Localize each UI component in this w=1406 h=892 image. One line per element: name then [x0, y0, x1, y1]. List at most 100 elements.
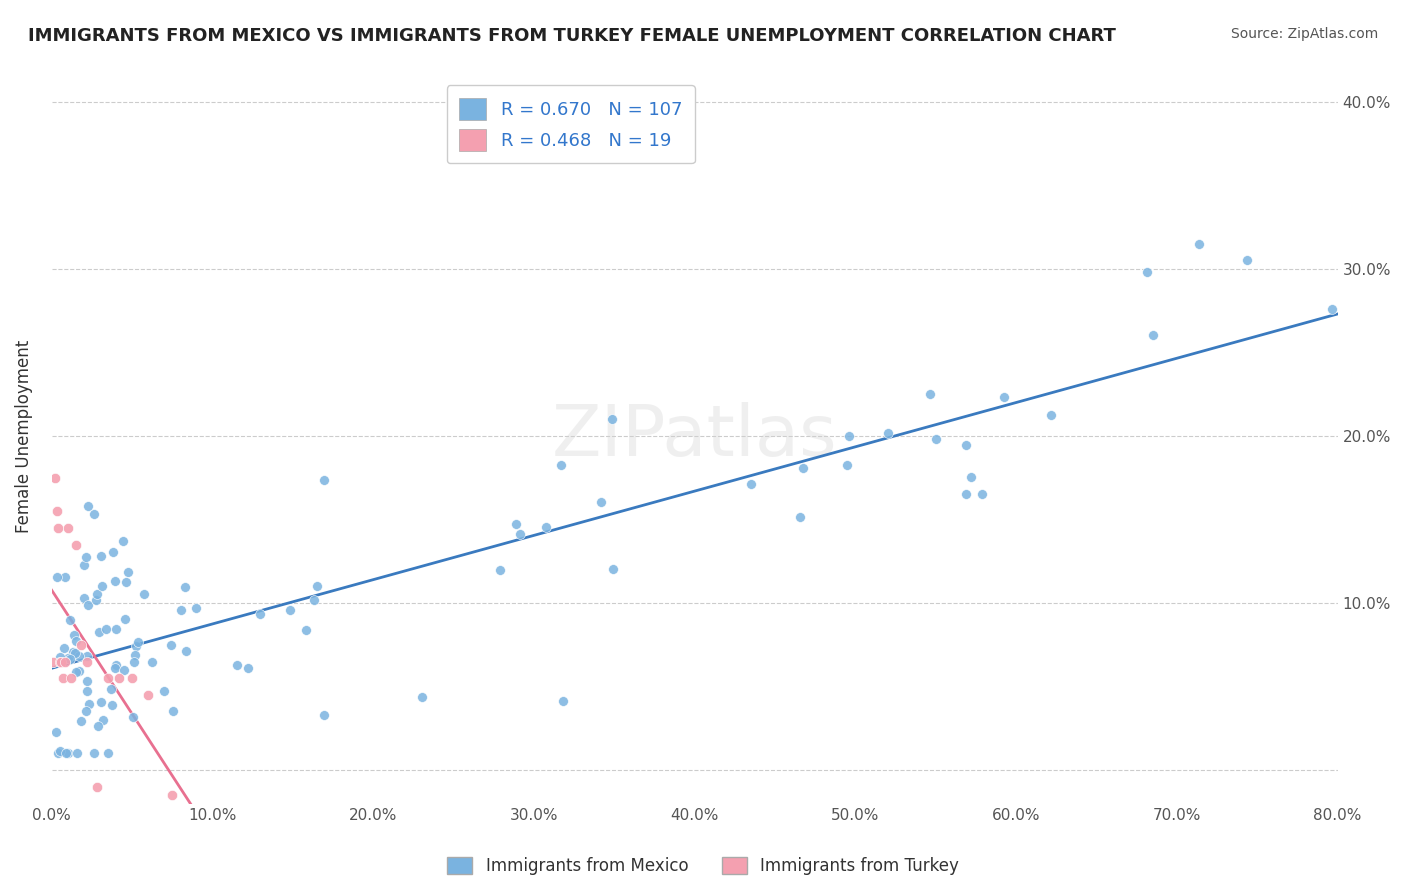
Point — [159, 638, 181, 652]
Point — [60, 671, 83, 685]
Point — [918, 386, 941, 401]
Point — [46, 570, 69, 584]
Point — [65, 665, 87, 679]
Point — [993, 390, 1015, 404]
Point — [509, 527, 531, 541]
Point — [49, 655, 72, 669]
Point — [117, 565, 139, 579]
Point — [505, 517, 527, 532]
Point — [59, 613, 82, 627]
Point — [136, 688, 159, 702]
Point — [58, 747, 80, 761]
Point — [91, 579, 114, 593]
Point — [46, 521, 69, 535]
Point — [1320, 302, 1343, 317]
Point — [86, 587, 108, 601]
Point — [62, 645, 84, 659]
Point — [108, 671, 131, 685]
Point — [1040, 408, 1063, 422]
Point — [959, 469, 981, 483]
Point — [46, 747, 69, 761]
Point — [76, 648, 98, 663]
Point — [67, 664, 90, 678]
Point — [112, 663, 135, 677]
Point — [121, 671, 143, 685]
Point — [411, 690, 433, 704]
Legend: R = 0.670   N = 107, R = 0.468   N = 19: R = 0.670 N = 107, R = 0.468 N = 19 — [447, 85, 695, 163]
Point — [69, 714, 91, 728]
Point — [111, 534, 134, 549]
Point — [86, 780, 108, 794]
Point — [1188, 237, 1211, 252]
Point — [56, 521, 79, 535]
Point — [124, 648, 146, 663]
Point — [52, 671, 75, 685]
Point — [488, 563, 510, 577]
Point — [162, 704, 184, 718]
Point — [75, 550, 97, 565]
Point — [1136, 265, 1159, 279]
Point — [91, 714, 114, 728]
Point — [278, 603, 301, 617]
Point — [314, 708, 336, 723]
Point — [184, 600, 207, 615]
Point — [789, 509, 811, 524]
Point — [837, 458, 859, 472]
Point — [122, 655, 145, 669]
Point — [312, 474, 335, 488]
Point — [76, 673, 98, 688]
Point — [73, 591, 96, 606]
Point — [104, 661, 127, 675]
Point — [534, 520, 557, 534]
Text: ZIPatlas: ZIPatlas — [553, 401, 838, 471]
Point — [45, 504, 67, 518]
Point — [76, 684, 98, 698]
Point — [100, 681, 122, 696]
Point — [65, 634, 87, 648]
Point — [600, 412, 623, 426]
Point — [170, 603, 193, 617]
Point — [77, 697, 100, 711]
Point — [83, 747, 105, 761]
Point — [77, 499, 100, 513]
Point — [66, 747, 89, 761]
Point — [153, 684, 176, 698]
Point — [76, 655, 98, 669]
Point — [115, 574, 138, 589]
Point — [75, 704, 97, 718]
Point — [90, 695, 112, 709]
Point — [877, 425, 900, 440]
Point — [162, 789, 184, 803]
Point — [249, 607, 271, 621]
Point — [104, 574, 127, 588]
Point — [53, 640, 76, 655]
Point — [127, 635, 149, 649]
Point — [83, 508, 105, 522]
Point — [602, 562, 624, 576]
Point — [65, 538, 87, 552]
Point — [838, 429, 860, 443]
Point — [42, 655, 65, 669]
Point — [173, 580, 195, 594]
Point — [87, 624, 110, 639]
Point — [174, 644, 197, 658]
Y-axis label: Female Unemployment: Female Unemployment — [15, 340, 32, 533]
Point — [53, 570, 76, 584]
Point — [122, 709, 145, 723]
Point — [551, 694, 574, 708]
Point — [589, 494, 612, 508]
Point — [63, 646, 86, 660]
Point — [97, 747, 120, 761]
Point — [550, 458, 572, 472]
Point — [955, 438, 977, 452]
Point — [1236, 252, 1258, 267]
Point — [925, 432, 948, 446]
Point — [96, 622, 118, 636]
Point — [77, 598, 100, 612]
Point — [125, 639, 148, 653]
Point — [304, 593, 326, 607]
Point — [141, 655, 163, 669]
Point — [97, 671, 120, 685]
Point — [58, 651, 80, 665]
Point — [73, 558, 96, 573]
